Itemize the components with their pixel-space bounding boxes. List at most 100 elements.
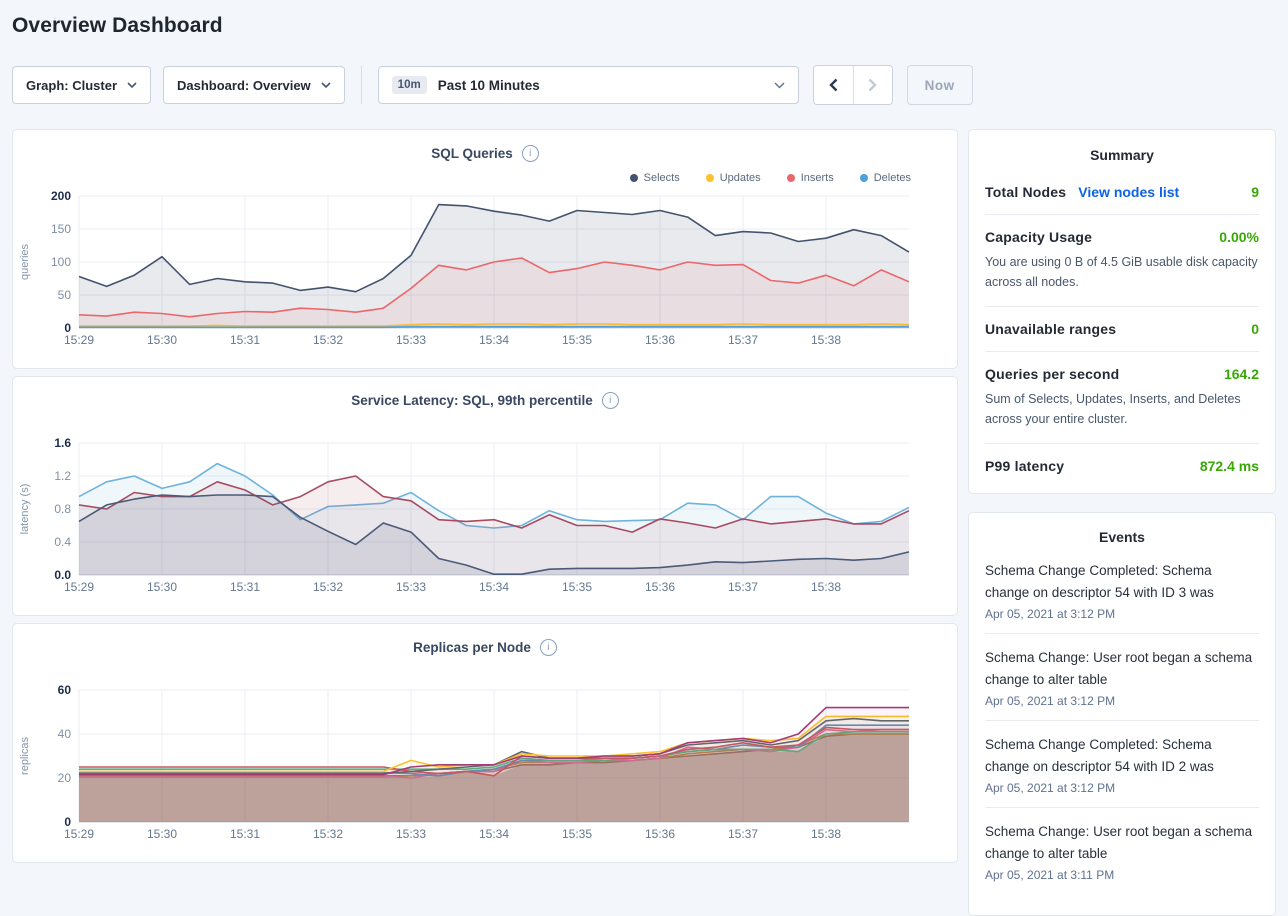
svg-text:15:35: 15:35 bbox=[562, 580, 592, 594]
legend-label: Selects bbox=[643, 172, 680, 184]
summary-label-total-nodes: Total Nodes bbox=[985, 184, 1067, 200]
svg-text:queries: queries bbox=[19, 243, 31, 280]
summary-row-capacity-usage: Capacity Usage 0.00% You are using 0 B of … bbox=[985, 214, 1259, 306]
info-icon[interactable]: i bbox=[539, 638, 557, 656]
svg-text:200: 200 bbox=[51, 190, 71, 203]
summary-row-head: Queries per second 164.2 bbox=[985, 366, 1259, 382]
toolbar-divider bbox=[360, 66, 362, 104]
summary-value-unavailable-ranges: 0 bbox=[1251, 321, 1259, 337]
info-icon[interactable]: i bbox=[601, 391, 619, 409]
graph-dropdown[interactable]: Graph: Cluster bbox=[12, 66, 152, 104]
event-item-1: Schema Change Completed: Schema change o… bbox=[985, 547, 1259, 634]
toolbar: Graph: Cluster Dashboard: Overview 10m P… bbox=[12, 65, 1276, 105]
event-message: Schema Change: User root began a schema … bbox=[985, 824, 1253, 861]
legend-label: Inserts bbox=[800, 172, 834, 184]
svg-text:replicas: replicas bbox=[19, 737, 31, 775]
svg-text:60: 60 bbox=[58, 684, 72, 697]
svg-text:15:35: 15:35 bbox=[562, 333, 592, 347]
page-title: Overview Dashboard bbox=[12, 14, 223, 37]
event-message: Schema Change: User root began a schema … bbox=[985, 650, 1253, 687]
summary-value-p99-latency: 872.4 ms bbox=[1199, 458, 1259, 474]
charts-column: SQL Queries i Selects Updates Inserts Deletes… bbox=[12, 129, 958, 863]
summary-panel: Summary Total Nodes View nodes list 9 Capac… bbox=[968, 129, 1276, 494]
svg-text:15:30: 15:30 bbox=[147, 827, 177, 841]
side-column: Summary Total Nodes View nodes list 9 Capac… bbox=[968, 129, 1276, 916]
overview-dashboard-page: Overview Dashboard Graph: Cluster Dashbo… bbox=[0, 14, 1288, 916]
svg-text:0.0: 0.0 bbox=[54, 568, 71, 582]
svg-text:15:37: 15:37 bbox=[728, 580, 758, 594]
summary-label-unavailable-ranges: Unavailable ranges bbox=[985, 321, 1117, 337]
legend-item-deletes: Deletes bbox=[859, 172, 911, 184]
legend-item-selects: Selects bbox=[629, 172, 680, 184]
time-range-label: Past 10 Minutes bbox=[437, 77, 540, 93]
event-timestamp: Apr 05, 2021 at 3:12 PM bbox=[985, 781, 1116, 795]
time-next-button[interactable] bbox=[852, 66, 892, 104]
summary-row-head: Unavailable ranges 0 bbox=[985, 321, 1259, 337]
summary-row-total-nodes: Total Nodes View nodes list 9 bbox=[985, 170, 1259, 214]
dashboard-dropdown[interactable]: Dashboard: Overview bbox=[163, 66, 345, 104]
svg-text:15:31: 15:31 bbox=[230, 580, 260, 594]
graph-dropdown-label: Graph: Cluster bbox=[26, 77, 118, 93]
summary-row-head: Total Nodes View nodes list 9 bbox=[985, 184, 1259, 200]
replicas-per-node-chart[interactable]: 15:29 15:30 15:31 15:32 15:33 15:34 15:35 15:36… bbox=[13, 684, 957, 842]
event-timestamp: Apr 05, 2021 at 3:11 PM bbox=[985, 868, 1115, 882]
chevron-down-icon bbox=[321, 82, 331, 88]
svg-text:15:34: 15:34 bbox=[479, 827, 509, 841]
service-latency-sql-p99-header: Service Latency: SQL, 99th percentile i bbox=[13, 390, 957, 410]
time-range-picker[interactable]: 10m Past 10 Minutes bbox=[377, 66, 799, 104]
view-nodes-list-link[interactable]: View nodes list bbox=[1078, 184, 1180, 200]
svg-text:15:32: 15:32 bbox=[313, 827, 343, 841]
chevron-down-icon bbox=[127, 82, 137, 88]
sql-queries-chart[interactable]: 15:29 15:30 15:31 15:32 15:33 15:34 15:35 15:36… bbox=[13, 190, 957, 348]
svg-text:0.4: 0.4 bbox=[54, 535, 71, 549]
svg-text:15:36: 15:36 bbox=[645, 333, 675, 347]
legend-dot bbox=[705, 174, 714, 182]
legend-item-inserts: Inserts bbox=[786, 172, 834, 184]
service-latency-sql-p99-title: Service Latency: SQL, 99th percentile bbox=[351, 392, 593, 408]
legend-item-updates: Updates bbox=[705, 172, 761, 184]
sql-queries-panel: SQL Queries i Selects Updates Inserts Deletes… bbox=[12, 129, 958, 369]
event-item-2: Schema Change: User root began a schema … bbox=[985, 634, 1259, 721]
event-message: Schema Change Completed: Schema change o… bbox=[985, 563, 1214, 600]
svg-text:15:30: 15:30 bbox=[147, 333, 177, 347]
event-item-4: Schema Change: User root began a schema … bbox=[985, 808, 1259, 894]
chevron-down-icon bbox=[774, 81, 785, 89]
summary-label-capacity-usage: Capacity Usage bbox=[985, 229, 1093, 245]
svg-text:15:31: 15:31 bbox=[230, 827, 260, 841]
svg-text:15:29: 15:29 bbox=[64, 580, 94, 594]
svg-text:15:38: 15:38 bbox=[811, 827, 841, 841]
summary-value-capacity-usage: 0.00% bbox=[1219, 229, 1259, 245]
info-icon[interactable]: i bbox=[521, 144, 539, 162]
sql-queries-legend: Selects Updates Inserts Deletes bbox=[13, 172, 957, 184]
svg-text:15:33: 15:33 bbox=[396, 333, 426, 347]
svg-text:150: 150 bbox=[51, 222, 71, 236]
svg-text:15:37: 15:37 bbox=[728, 827, 758, 841]
dashboard-dropdown-label: Dashboard: Overview bbox=[177, 77, 311, 93]
summary-value-queries-per-second: 164.2 bbox=[1223, 366, 1259, 382]
summary-subtext-queries-per-second: Sum of Selects, Updates, Inserts, and De… bbox=[985, 392, 1241, 426]
summary-row-queries-per-second: Queries per second 164.2 Sum of Selects, U… bbox=[985, 351, 1259, 443]
now-button[interactable]: Now bbox=[906, 65, 973, 105]
summary-row-p99-latency: P99 latency 872.4 ms bbox=[985, 443, 1259, 488]
time-step-button-group bbox=[812, 65, 893, 105]
time-prev-button[interactable] bbox=[813, 66, 853, 104]
svg-text:20: 20 bbox=[58, 771, 72, 785]
chevron-right-icon bbox=[868, 78, 877, 92]
chevron-left-icon bbox=[828, 78, 838, 92]
legend-dot bbox=[786, 174, 795, 182]
legend-dot bbox=[629, 174, 638, 182]
svg-text:0: 0 bbox=[64, 321, 71, 335]
replicas-per-node-header: Replicas per Node i bbox=[13, 637, 957, 657]
svg-text:1.2: 1.2 bbox=[54, 469, 71, 483]
summary-label-p99-latency: P99 latency bbox=[985, 458, 1065, 474]
legend-label: Deletes bbox=[873, 172, 911, 184]
svg-text:15:35: 15:35 bbox=[562, 827, 592, 841]
summary-row-unavailable-ranges: Unavailable ranges 0 bbox=[985, 306, 1259, 351]
summary-subtext-capacity-usage: You are using 0 B of 4.5 GiB usable disk… bbox=[985, 255, 1258, 289]
svg-text:15:33: 15:33 bbox=[396, 827, 426, 841]
event-timestamp: Apr 05, 2021 at 3:12 PM bbox=[985, 694, 1116, 708]
event-message: Schema Change Completed: Schema change o… bbox=[985, 737, 1214, 774]
svg-text:15:32: 15:32 bbox=[313, 333, 343, 347]
service-latency-sql-p99-chart[interactable]: 15:29 15:30 15:31 15:32 15:33 15:34 15:35 15:36… bbox=[13, 437, 957, 595]
svg-text:15:34: 15:34 bbox=[479, 580, 509, 594]
